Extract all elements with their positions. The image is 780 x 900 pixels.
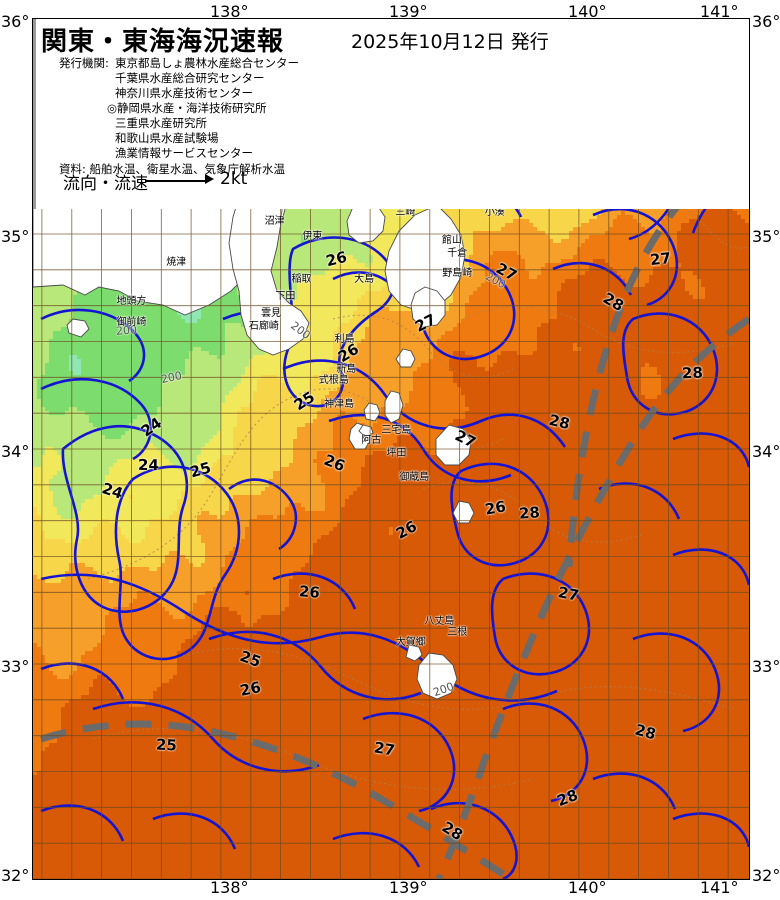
lat-tick-right-3: 33°: [752, 657, 780, 676]
issuer-org-6: 漁業情報サービスセンター: [115, 146, 253, 160]
place-label-10: 館山: [441, 235, 462, 247]
sst-map[interactable]: -200200200200200200 24242425252525262626…: [32, 18, 750, 880]
place-label-33: 大賀郷: [395, 637, 426, 649]
place-label-15: 焼津: [166, 256, 187, 268]
place-label-12: 野島崎: [442, 267, 473, 279]
place-label-3: 小湊: [484, 207, 505, 219]
flow-legend-arrow-head: [205, 174, 214, 184]
isotherm-label: 28: [518, 502, 541, 523]
isotherm-label: 26: [298, 582, 321, 602]
place-label-32: 三根: [447, 626, 468, 638]
lat-tick-right-0: 36°: [752, 12, 780, 31]
place-label-21: 石廊崎: [248, 321, 279, 333]
place-label-30: 御蔵島: [399, 471, 430, 483]
place-label-26: 神津島: [324, 398, 355, 410]
lon-tick-bottom-0: 138°: [210, 878, 249, 897]
issuer-org-2: 神奈川県水産技術センター: [115, 86, 253, 100]
place-label-17: 御前崎: [116, 317, 147, 328]
lat-tick-left-3: 33°: [1, 657, 30, 676]
lat-tick-right-2: 34°: [752, 442, 780, 461]
lon-tick-top-2: 140°: [568, 2, 607, 21]
lon-tick-top-1: 139°: [389, 2, 428, 21]
place-label-29: 坪田: [386, 448, 407, 460]
lat-tick-left-4: 32°: [1, 866, 30, 885]
issuer-org-3: ◎静岡県水産・海洋技術研究所: [107, 101, 267, 115]
place-label-20: 雲見: [261, 308, 282, 320]
place-label-31: 八丈島: [424, 615, 455, 627]
isotherm-label: 27: [372, 738, 397, 760]
flow-legend-value: 2kt: [220, 169, 248, 189]
lat-tick-left-2: 34°: [1, 442, 30, 461]
lon-tick-bottom-3: 141°: [700, 878, 739, 897]
header-accent-bar: [33, 19, 36, 209]
issuer-label: 発行機関:: [59, 56, 109, 70]
place-label-14: 伊東: [302, 231, 323, 242]
place-label-13: 沼津: [264, 215, 285, 227]
flow-legend-arrow-line: [145, 180, 207, 182]
place-label-9: 三崎: [395, 207, 416, 219]
isotherm-label: 24: [137, 456, 159, 475]
place-label-23: 利島: [334, 334, 355, 346]
page-title: 関東・東海海況速報: [41, 27, 285, 57]
issuer-org-4: 三重県水産研究所: [115, 116, 207, 130]
place-label-22: 大島: [354, 274, 375, 285]
lon-tick-bottom-1: 139°: [389, 878, 428, 897]
place-label-27: 三宅島: [381, 424, 412, 436]
issuer-org-1: 千葉県水産総合研究センター: [115, 71, 265, 85]
lat-tick-right-4: 32°: [752, 866, 780, 885]
place-label-25: 式根島: [318, 375, 349, 387]
place-label-28: 阿古: [361, 435, 382, 447]
flow-legend-label: 流向・流速: [63, 174, 148, 194]
issuer-org-5: 和歌山県水産試験場: [115, 131, 219, 145]
place-label-11: 千倉: [447, 248, 468, 260]
place-label-18: 稲取: [291, 274, 312, 285]
lat-tick-right-1: 35°: [752, 227, 780, 246]
isotherm-label: 27: [648, 248, 672, 269]
issuer-org-0: 東京都島しょ農林水産総合センター: [115, 56, 299, 70]
place-label-24: 新島: [336, 364, 357, 376]
lon-tick-top-0: 138°: [210, 2, 249, 21]
map-header: 関東・東海海況速報 2025年10月12日 発行 発行機関: 東京都島しょ農林水…: [33, 19, 749, 209]
lat-tick-left-1: 35°: [1, 227, 30, 246]
lat-tick-left-0: 36°: [1, 12, 30, 31]
isotherm-label: 25: [155, 735, 177, 755]
place-label-16: 地頭方: [116, 295, 147, 307]
publish-date: 2025年10月12日 発行: [351, 31, 549, 53]
isotherm-label: 27: [556, 583, 581, 606]
isotherm-label: 28: [681, 363, 704, 383]
data-source-note: 資料: 船舶水温、衛星水温、気象庁解析水温: [59, 162, 286, 176]
isotherm-label: 26: [483, 497, 508, 519]
lon-tick-top-3: 141°: [700, 2, 739, 21]
place-label-19: 下田: [275, 291, 296, 303]
lon-tick-bottom-2: 140°: [568, 878, 607, 897]
